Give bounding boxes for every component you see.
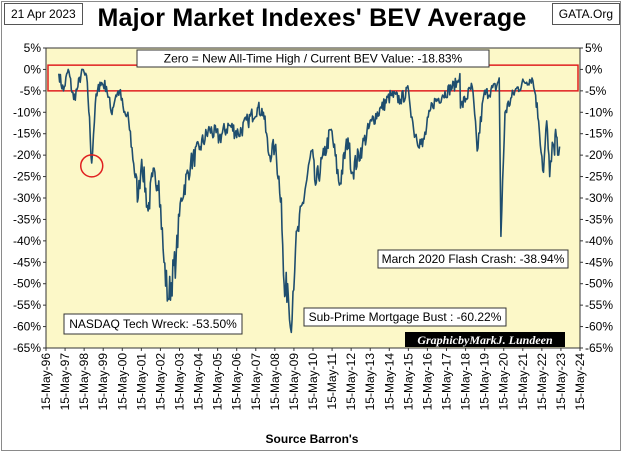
subprime-box — [303, 307, 507, 327]
chart-title: Major Market Indexes' BEV Average — [97, 4, 527, 32]
x-tick-label: 15-May-22 — [535, 353, 549, 411]
y-tick-label-left: -10% — [13, 105, 41, 119]
x-tick-label: 15-May-08 — [268, 353, 282, 411]
x-tick-label: 15-May-24 — [573, 353, 587, 411]
y-tick-label-right: -45% — [585, 255, 613, 269]
nasdaq-box — [63, 313, 243, 335]
zero-box-text: Zero = New All-Time High / Current BEV V… — [164, 52, 463, 66]
ltcm-dip-circle — [79, 154, 104, 178]
x-tick-label: 15-May-98 — [77, 353, 91, 411]
y-tick-label-right: -15% — [585, 127, 613, 141]
y-tick-label-left: -40% — [13, 234, 41, 248]
y-tick-label-left: -55% — [13, 298, 41, 312]
flash-crash-box — [377, 249, 569, 269]
x-tick-label: 15-May-16 — [420, 353, 434, 411]
y-tick-label-right: -40% — [585, 234, 613, 248]
y-tick-label-right: -10% — [585, 105, 613, 119]
x-tick-label: 15-May-97 — [58, 353, 72, 411]
y-tick-label-left: -5% — [20, 84, 42, 98]
x-tick-label: 15-May-18 — [459, 353, 473, 411]
y-tick-label-right: -65% — [585, 341, 613, 355]
x-tick-label: 15-May-00 — [115, 353, 129, 411]
x-tick-label: 15-May-17 — [440, 353, 454, 411]
y-tick-label-left: -45% — [13, 255, 41, 269]
y-tick-label-left: -20% — [13, 148, 41, 162]
y-tick-label-left: -30% — [13, 191, 41, 205]
y-tick-label-right: -20% — [585, 148, 613, 162]
y-tick-label-right: -55% — [585, 298, 613, 312]
x-tick-label: 15-May-15 — [401, 353, 415, 411]
plot-area — [45, 47, 581, 349]
y-tick-label-right: -50% — [585, 277, 613, 291]
x-tick-label: 15-May-11 — [325, 353, 339, 410]
zero-box — [136, 49, 490, 68]
x-tick-label: 15-May-05 — [211, 353, 225, 411]
site-label: GATA.Org — [551, 3, 620, 25]
x-tick-label: 15-May-13 — [363, 353, 377, 411]
y-tick-label-left: -15% — [13, 127, 41, 141]
x-tick-label: 15-May-21 — [516, 353, 530, 411]
y-tick-label-left: -65% — [13, 341, 41, 355]
y-tick-label-left: 0% — [24, 62, 42, 76]
x-tick-label: 15-May-04 — [192, 353, 206, 411]
y-tick-label-right: -30% — [585, 191, 613, 205]
x-tick-label: 15-May-12 — [344, 353, 358, 411]
y-tick-label-left: -25% — [13, 170, 41, 184]
x-tick-label: 15-May-02 — [153, 353, 167, 411]
y-tick-label-right: -25% — [585, 170, 613, 184]
y-tick-label-right: 5% — [585, 41, 603, 55]
y-tick-label-right: -35% — [585, 212, 613, 226]
bev-series-line — [58, 68, 561, 334]
x-tick-label: 15-May-14 — [382, 353, 396, 411]
x-tick-label: 15-May-96 — [39, 353, 53, 411]
x-tick-label: 15-May-09 — [287, 353, 301, 411]
x-tick-label: 15-May-03 — [173, 353, 187, 411]
x-tick-label: 15-May-06 — [230, 353, 244, 411]
subprime-label: Sub-Prime Mortgage Bust : -60.22% — [309, 310, 502, 324]
y-axis-left: 5% 0% -5% -10% -15% -20% -25% -30% -35% -40% -45% -… — [13, 41, 46, 355]
y-tick-label-left: -35% — [13, 212, 41, 226]
y-tick-label-right: -5% — [585, 84, 607, 98]
date-label: 21 Apr 2023 — [4, 3, 83, 25]
y-tick-label-left: -60% — [13, 320, 41, 334]
x-axis: 15-May-96 15-May-97 15-May-98 15-May-99 15-M… — [39, 348, 587, 410]
y-axis-right: 5% 0% -5% -10% -15% -20% -25% -30% -35% -40% -45% -… — [580, 41, 613, 355]
credit-label: GraphicbyMarkJ. Lundeen — [417, 333, 553, 347]
flash-crash-label: March 2020 Flash Crash: -38.94% — [382, 252, 565, 266]
nasdaq-label: NASDAQ Tech Wreck: -53.50% — [69, 317, 237, 331]
x-tick-label: 15-May-19 — [478, 353, 492, 411]
x-tick-label: 15-May-99 — [96, 353, 110, 411]
x-tick-label: 15-May-01 — [134, 353, 148, 411]
x-tick-label: 15-May-23 — [554, 353, 568, 411]
y-tick-label-right: -60% — [585, 320, 613, 334]
x-tick-label: 15-May-07 — [249, 353, 263, 411]
credit-box — [405, 332, 565, 347]
x-tick-label: 15-May-10 — [306, 353, 320, 411]
y-tick-label-right: 0% — [585, 62, 603, 76]
source-label: Source Barron's — [265, 432, 359, 446]
x-tick-label: 15-May-20 — [497, 353, 511, 411]
y-tick-label-left: -50% — [13, 277, 41, 291]
y-tick-label-left: 5% — [24, 41, 42, 55]
